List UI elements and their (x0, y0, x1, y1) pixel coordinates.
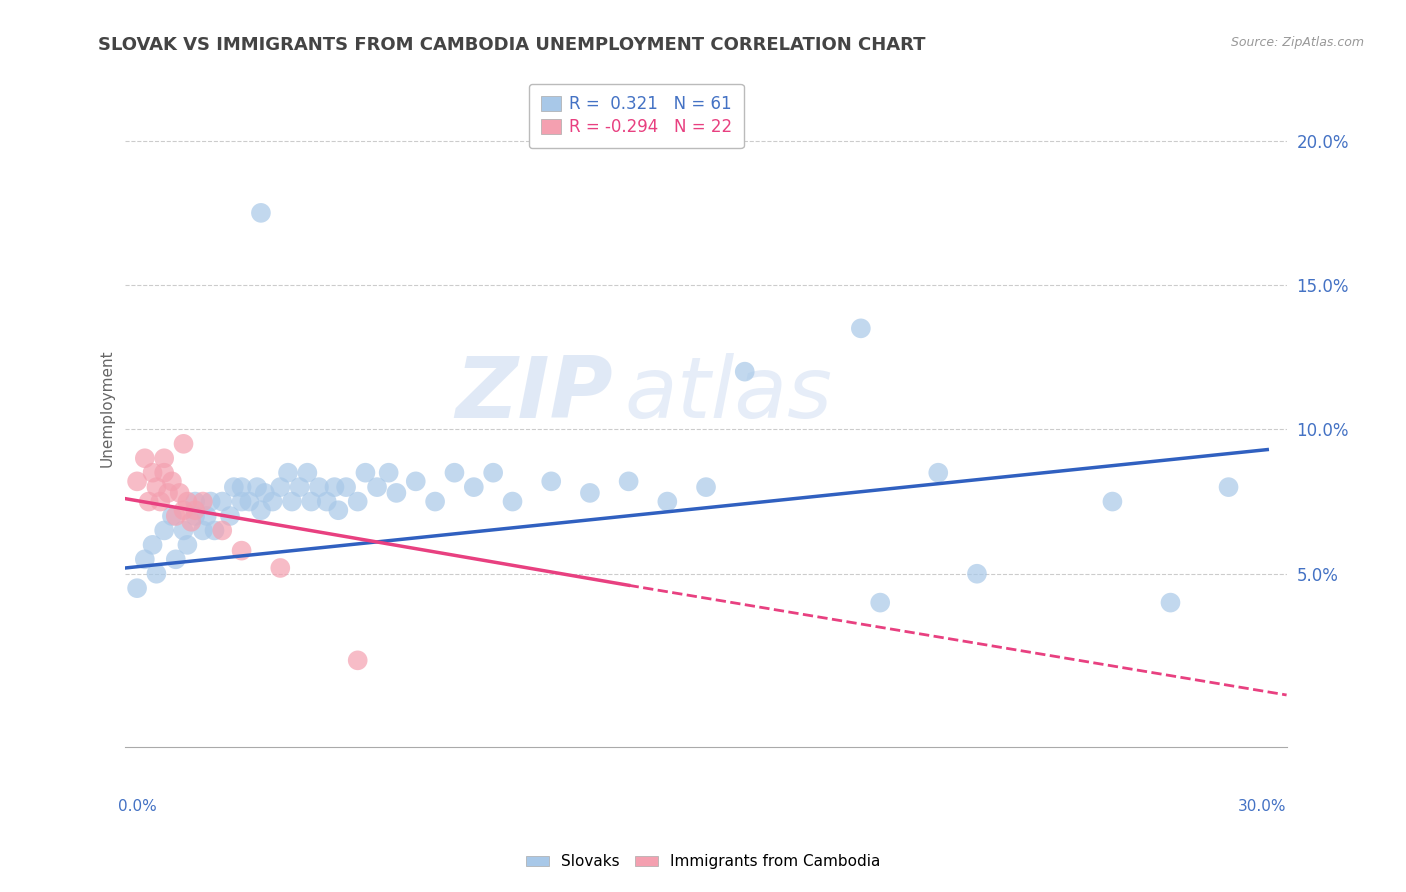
Point (328, 503, 350, 517)
Point (308, 480, 330, 494)
Point (927, 466, 949, 480)
Point (134, 451, 156, 466)
Point (231, 480, 253, 494)
Point (211, 494, 233, 508)
Point (1101, 494, 1123, 508)
Point (269, 561, 291, 575)
Point (354, 466, 377, 480)
Point (385, 486, 408, 500)
Point (160, 475, 183, 489)
Text: SLOVAK VS IMMIGRANTS FROM CAMBODIA UNEMPLOYMENT CORRELATION CHART: SLOVAK VS IMMIGRANTS FROM CAMBODIA UNEMP… (98, 36, 927, 54)
Y-axis label: Unemployment: Unemployment (100, 349, 114, 467)
Point (165, 552, 187, 566)
Legend: Slovaks, Immigrants from Cambodia: Slovaks, Immigrants from Cambodia (520, 848, 886, 875)
Point (288, 480, 311, 494)
Point (191, 494, 214, 508)
Point (125, 581, 148, 595)
Point (184, 508, 207, 523)
Point (145, 480, 167, 494)
Point (277, 466, 299, 480)
Point (176, 538, 198, 552)
Point (315, 494, 337, 508)
Point (335, 480, 357, 494)
Point (125, 475, 148, 489)
Point (173, 503, 195, 517)
Point (173, 437, 195, 451)
Legend: R =  0.321   N = 61, R = -0.294   N = 22: R = 0.321 N = 61, R = -0.294 N = 22 (529, 84, 744, 148)
Point (1218, 480, 1240, 494)
Point (262, 494, 284, 508)
Point (1159, 596, 1181, 610)
Point (153, 451, 176, 466)
Point (238, 494, 260, 508)
Point (869, 596, 891, 610)
Point (849, 321, 872, 335)
Point (346, 653, 368, 667)
Point (173, 524, 195, 538)
Point (366, 480, 388, 494)
Point (211, 524, 233, 538)
Point (153, 524, 176, 538)
Point (231, 543, 253, 558)
Point (142, 466, 165, 480)
Point (346, 494, 368, 508)
Point (463, 480, 485, 494)
Point (222, 480, 245, 494)
Point (253, 486, 276, 500)
Text: 30.0%: 30.0% (1239, 799, 1286, 814)
Point (281, 494, 304, 508)
Point (153, 466, 176, 480)
Point (142, 538, 165, 552)
Point (734, 365, 756, 379)
Point (377, 466, 399, 480)
Point (250, 206, 273, 220)
Point (297, 466, 319, 480)
Point (579, 486, 602, 500)
Point (149, 494, 172, 508)
Point (657, 494, 679, 508)
Point (540, 475, 562, 489)
Text: 0.0%: 0.0% (118, 799, 156, 814)
Point (695, 480, 717, 494)
Point (138, 494, 160, 508)
Point (191, 524, 214, 538)
Point (443, 466, 465, 480)
Point (246, 480, 269, 494)
Point (184, 494, 207, 508)
Text: atlas: atlas (624, 352, 832, 435)
Point (157, 486, 180, 500)
Point (269, 480, 291, 494)
Point (200, 494, 222, 508)
Point (134, 552, 156, 566)
Point (617, 475, 640, 489)
Point (231, 494, 253, 508)
Point (966, 566, 988, 581)
Point (423, 494, 446, 508)
Text: ZIP: ZIP (456, 352, 613, 435)
Text: Source: ZipAtlas.com: Source: ZipAtlas.com (1230, 36, 1364, 49)
Point (176, 494, 198, 508)
Point (160, 508, 183, 523)
Point (180, 515, 202, 529)
Point (169, 486, 191, 500)
Point (195, 508, 218, 523)
Point (502, 494, 524, 508)
Point (482, 466, 505, 480)
Point (323, 480, 346, 494)
Point (299, 494, 322, 508)
Point (219, 508, 242, 523)
Point (250, 503, 273, 517)
Point (184, 503, 207, 517)
Point (204, 524, 226, 538)
Point (145, 566, 167, 581)
Point (405, 475, 427, 489)
Point (165, 508, 187, 523)
